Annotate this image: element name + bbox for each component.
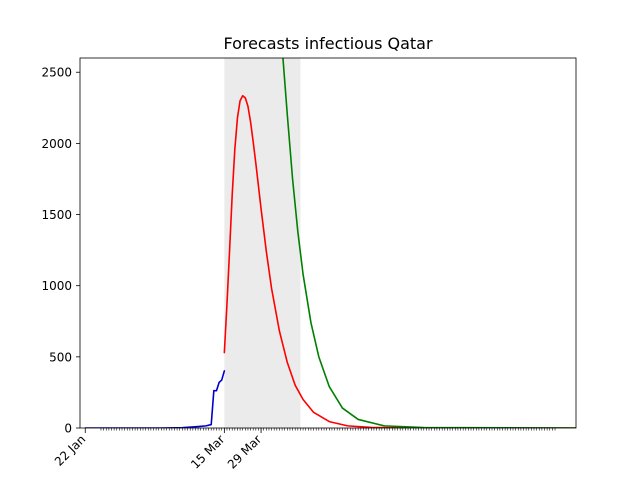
- y-tick-label: 1500: [41, 208, 72, 222]
- series-line-3: [282, 58, 576, 428]
- forecast-shaded-region: [224, 58, 301, 428]
- series-line-2: [223, 94, 576, 428]
- y-tick-label: 0: [64, 422, 72, 436]
- y-tick-label: 1000: [41, 279, 72, 293]
- plot-frame: [79, 57, 577, 429]
- y-tick-label: 500: [49, 350, 72, 364]
- y-tick-label: 2500: [41, 66, 72, 80]
- y-tick-label: 2000: [41, 137, 72, 151]
- chart-title: Forecasts infectious Qatar: [223, 34, 433, 53]
